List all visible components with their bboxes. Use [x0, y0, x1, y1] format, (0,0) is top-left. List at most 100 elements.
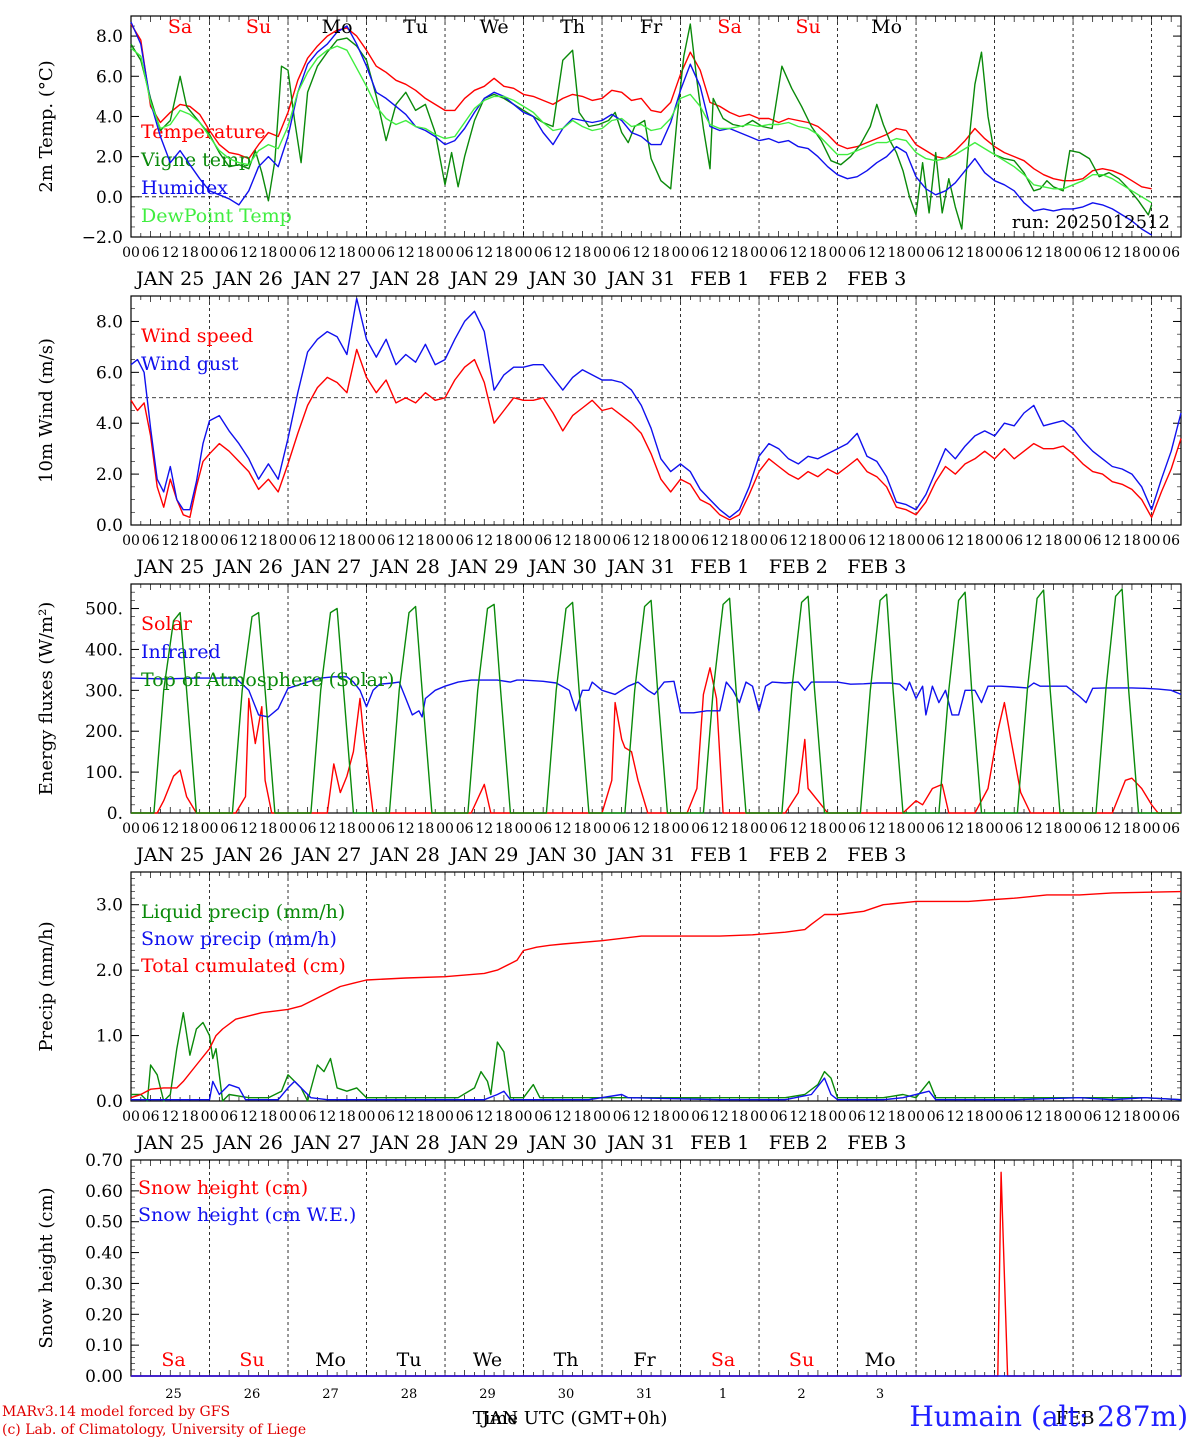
- hour-label: 00: [593, 533, 611, 549]
- hour-label: 00: [279, 533, 297, 549]
- hour-label: 06: [299, 533, 317, 549]
- y-tick-label: 1.0: [96, 1027, 123, 1047]
- series-line-2: [130, 890, 1182, 1099]
- date-label: FEB 3: [847, 1132, 906, 1154]
- weekday-label: Sa: [168, 16, 192, 38]
- day-number: 2: [797, 1387, 805, 1402]
- hour-label: 12: [711, 245, 729, 261]
- hour-label: 18: [1045, 1109, 1063, 1125]
- date-label: JAN 25: [134, 268, 204, 290]
- hour-label: 18: [966, 533, 984, 549]
- hour-label: 06: [691, 1109, 709, 1125]
- hour-label: 06: [613, 821, 631, 837]
- date-label: JAN 30: [527, 1132, 597, 1154]
- hour-label: 18: [730, 821, 748, 837]
- weekday-label-bottom: Sa: [161, 1349, 185, 1371]
- hour-label: 12: [554, 245, 572, 261]
- hour-label: 18: [181, 245, 199, 261]
- date-label: JAN 25: [134, 844, 204, 866]
- weekday-label: Su: [795, 16, 820, 38]
- hour-label: 18: [888, 821, 906, 837]
- x-axis-month-feb: FEB: [1056, 1408, 1095, 1429]
- hour-label: 06: [848, 821, 866, 837]
- y-tick-label: 0.00: [85, 1367, 123, 1387]
- hour-label: 06: [770, 533, 788, 549]
- hour-label: 00: [672, 533, 690, 549]
- hour-label: 00: [829, 1109, 847, 1125]
- hour-label: 12: [711, 821, 729, 837]
- hour-label: 00: [201, 1109, 219, 1125]
- legend-entry: Vigne temp: [140, 149, 251, 171]
- hour-label: 12: [868, 1109, 886, 1125]
- hour-label: 18: [416, 1109, 434, 1125]
- y-tick-label: 8.0: [96, 312, 123, 332]
- hour-label: 00: [672, 821, 690, 837]
- legend-entry: Snow precip (mm/h): [141, 928, 337, 950]
- date-label: JAN 28: [370, 844, 440, 866]
- hour-label: 18: [181, 533, 199, 549]
- hour-label: 12: [397, 821, 415, 837]
- hour-label: 06: [377, 821, 395, 837]
- hour-label: 12: [397, 1109, 415, 1125]
- series-line-0: [130, 348, 1182, 521]
- hour-label: 00: [672, 1109, 690, 1125]
- hour-label: 12: [711, 1109, 729, 1125]
- y-tick-label: 0.0: [96, 516, 123, 536]
- date-label: JAN 25: [134, 1132, 204, 1154]
- hour-label: 12: [789, 533, 807, 549]
- hour-label: 00: [515, 533, 533, 549]
- hour-label: 18: [181, 1109, 199, 1125]
- day-number: 1: [719, 1387, 727, 1402]
- hour-label: 06: [691, 245, 709, 261]
- hour-label: 00: [1143, 821, 1161, 837]
- y-tick-label: 4.0: [96, 107, 123, 127]
- hour-label: 12: [868, 533, 886, 549]
- y-tick-label: 0.10: [85, 1336, 123, 1356]
- hour-label: 06: [377, 1109, 395, 1125]
- hour-label: 00: [907, 245, 925, 261]
- hour-label: 00: [515, 245, 533, 261]
- series-line-2: [130, 21, 1152, 236]
- y-tick-label: 0.50: [85, 1213, 123, 1233]
- date-label: JAN 28: [370, 268, 440, 290]
- panel-3: 3.0 2.0 1.0 0.0 Precip (mm/h) Liquid precip (…: [36, 871, 1182, 1154]
- hour-label: 12: [946, 1109, 964, 1125]
- date-label: FEB 1: [690, 556, 749, 578]
- hour-label: 00: [515, 1109, 533, 1125]
- hour-label: 06: [848, 1109, 866, 1125]
- hour-label: 06: [848, 245, 866, 261]
- hour-label: 06: [456, 1109, 474, 1125]
- hour-label: 12: [475, 1109, 493, 1125]
- hour-label: 12: [161, 821, 179, 837]
- hour-label: 00: [750, 245, 768, 261]
- hour-label: 06: [1005, 533, 1023, 549]
- y-axis-label: 10m Wind (m/s): [36, 338, 57, 483]
- y-tick-label: 400.: [85, 640, 123, 660]
- hour-label: 00: [907, 1109, 925, 1125]
- hour-label: 18: [416, 821, 434, 837]
- y-axis-label: Snow height (cm): [36, 1187, 57, 1348]
- date-label: JAN 29: [448, 844, 518, 866]
- day-number: 29: [479, 1387, 496, 1402]
- hour-label: 00: [358, 533, 376, 549]
- hour-label: 18: [259, 245, 277, 261]
- hour-label: 06: [1162, 821, 1180, 837]
- weekday-label: Mo: [322, 16, 353, 38]
- weekday-label-bottom: Mo: [315, 1349, 346, 1371]
- y-tick-label: 3.0: [96, 896, 123, 916]
- hour-label: 18: [573, 533, 591, 549]
- credit-model: MARv3.14 model forced by GFS: [2, 1404, 231, 1420]
- y-tick-label: 500.: [85, 600, 123, 620]
- y-tick-label: 0.0: [96, 1092, 123, 1112]
- hour-label: 00: [986, 1109, 1004, 1125]
- hour-label: 00: [436, 821, 454, 837]
- hour-label: 12: [1025, 1109, 1043, 1125]
- y-tick-label: 4.0: [96, 414, 123, 434]
- y-tick-label: 0.60: [85, 1182, 123, 1202]
- date-label: JAN 27: [291, 1132, 361, 1154]
- y-tick-label: −2.0: [82, 228, 123, 248]
- date-label: JAN 29: [448, 556, 518, 578]
- hour-label: 12: [318, 245, 336, 261]
- hour-label: 06: [613, 533, 631, 549]
- hour-label: 18: [809, 821, 827, 837]
